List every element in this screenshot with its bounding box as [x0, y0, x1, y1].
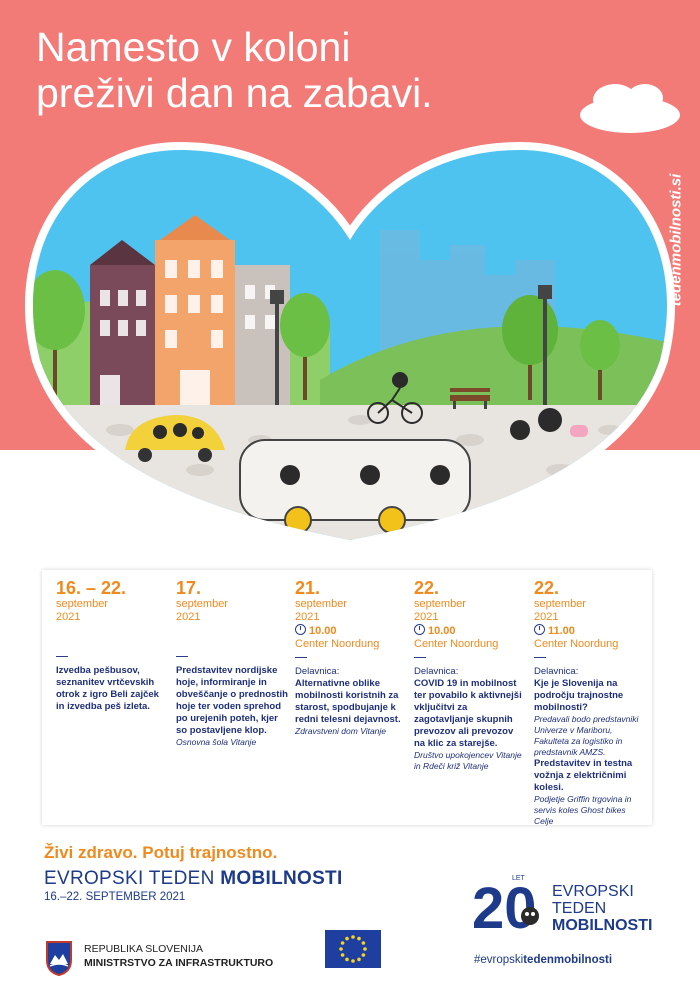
website-url: tedenmobilnosti.si — [667, 173, 685, 307]
event-day: 22. — [414, 578, 440, 598]
building-orange — [155, 215, 235, 405]
event-year: 2021 — [176, 611, 201, 623]
event-year: 2021 — [295, 611, 320, 623]
event-location: Center Noordung — [295, 638, 380, 650]
divider — [56, 656, 68, 657]
event-time: 10.00 — [428, 625, 456, 637]
event-organizer: Predavali bodo predstavniki Univerze v M… — [534, 714, 639, 757]
clock-icon — [414, 624, 425, 635]
event-day: 17. — [176, 578, 202, 598]
bus-icon — [239, 439, 471, 534]
divider — [295, 657, 307, 658]
event-month: september — [176, 598, 228, 610]
event-card: 17. september 2021 Predstavitev nordijsk… — [176, 578, 288, 748]
event-day: 21. — [295, 578, 321, 598]
headline-line-1: Namesto v koloni — [36, 24, 351, 70]
electric-car-icon — [125, 415, 225, 462]
tree-icon — [32, 270, 85, 400]
logo-line-3: MOBILNOSTI — [552, 917, 653, 934]
building-red — [90, 240, 155, 405]
event-description: Alternativne oblike mobilnosti koristnih… — [295, 678, 401, 725]
event-month: september — [534, 598, 586, 610]
event-month: september — [414, 598, 466, 610]
campaign-title-bold: MOBILNOSTI — [220, 868, 343, 889]
event-label: Delavnica: — [534, 666, 579, 677]
event-organizer: Društvo upokojencev Vitanje in Rdeči kri… — [414, 750, 522, 771]
divider — [534, 657, 546, 658]
event-label: Delavnica: — [295, 666, 340, 677]
street-lamp-icon — [270, 290, 284, 405]
street-lamp-icon — [538, 285, 552, 405]
etm-20-years-logo-icon: 20 LET — [472, 875, 539, 938]
divider — [176, 656, 188, 657]
ministry-line-2: MINISTRSTVO ZA INFRASTRUKTURO — [84, 957, 274, 969]
clock-icon — [534, 624, 545, 635]
event-year: 2021 — [534, 611, 559, 623]
event-location: Center Noordung — [534, 638, 619, 650]
cloud-icon — [580, 84, 680, 133]
event-description-secondary: Predstavitev in testna vožnja z električ… — [534, 758, 633, 793]
divider — [414, 657, 426, 658]
event-location: Center Noordung — [414, 638, 499, 650]
logo-let: LET — [512, 875, 526, 882]
logo-line-2: TEDEN — [552, 900, 607, 917]
cyclist-icon — [367, 372, 423, 424]
event-description: COVID 19 in mobilnost ter povabilo k akt… — [414, 678, 522, 749]
event-card: 21. september 2021 10.00 Center Noordung… — [295, 578, 407, 737]
event-month: september — [56, 598, 108, 610]
slovenia-coat-of-arms-icon — [46, 941, 72, 976]
event-card: 22. september 2021 10.00 Center Noordung… — [414, 578, 526, 772]
etm-logo-text: EVROPSKI TEDEN MOBILNOSTI — [552, 883, 652, 934]
event-day: 16. – 22. — [56, 578, 127, 598]
ministry-line-1: REPUBLIKA SLOVENIJA — [84, 943, 204, 955]
ministry-logo: REPUBLIKA SLOVENIJA MINISTRSTVO ZA INFRA… — [44, 938, 304, 978]
logo-number: 20 — [472, 876, 537, 938]
hashtag-light: #evropski — [474, 954, 524, 966]
event-organizer-secondary: Podjetje Griffin trgovina in servis kole… — [534, 794, 632, 826]
eu-flag-icon — [325, 930, 381, 968]
event-year: 2021 — [414, 611, 439, 623]
event-organizer: Osnovna šola Vitanje — [176, 737, 257, 747]
event-card: 22. september 2021 11.00 Center Noordung… — [534, 578, 646, 827]
logo-line-1: EVROPSKI — [552, 883, 634, 900]
event-day: 22. — [534, 578, 560, 598]
event-description: Predstavitev nordijske hoje, informiranj… — [176, 665, 288, 736]
hero-banner: Namesto v koloni preživi dan na zabavi. — [0, 0, 700, 540]
event-time: 10.00 — [309, 625, 337, 637]
events-panel: 16. – 22. september 2021 Izvedba pešbuso… — [42, 570, 652, 827]
bench-icon — [450, 388, 490, 409]
event-label: Delavnica: — [414, 666, 459, 677]
pedestrian-with-stroller-icon — [510, 408, 588, 440]
event-year: 2021 — [56, 611, 81, 623]
event-description: Kje je Slovenija na področju trajnostne … — [534, 678, 624, 713]
event-month: september — [295, 598, 347, 610]
clock-icon — [295, 624, 306, 635]
tree-icon — [580, 320, 620, 400]
event-time: 11.00 — [548, 625, 575, 637]
headline: Namesto v koloni preživi dan na zabavi. — [36, 24, 433, 116]
city-heart-illustration — [0, 84, 700, 540]
tree-icon — [280, 293, 330, 400]
campaign-title-light: EVROPSKI TEDEN — [44, 868, 221, 889]
headline-line-2: preživi dan na zabavi. — [36, 70, 433, 116]
campaign-title: EVROPSKI TEDEN MOBILNOSTI — [44, 868, 343, 890]
event-organizer: Zdravstveni dom Vitanje — [295, 726, 387, 736]
hashtag: #evropskitedenmobilnosti — [474, 954, 612, 966]
event-description: Izvedba pešbusov, seznanitev vrtčevskih … — [56, 665, 159, 712]
campaign-dates: 16.–22. SEPTEMBER 2021 — [44, 891, 186, 903]
event-card: 16. – 22. september 2021 Izvedba pešbuso… — [56, 578, 168, 713]
slogan: Živi zdravo. Potuj trajnostno. — [44, 843, 278, 862]
hashtag-bold: tedenmobilnosti — [523, 954, 613, 966]
